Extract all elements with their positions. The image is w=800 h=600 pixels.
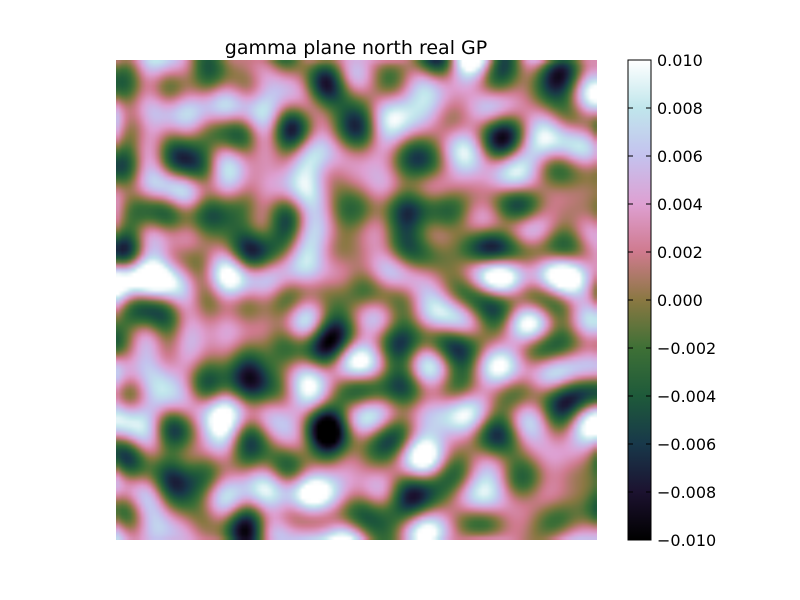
colorbar-tick-label: 0.010 xyxy=(657,51,703,70)
colorbar: 0.010 0.008 0.006 0.004 0.002 0.000 −0.002 −0.0… xyxy=(627,51,716,550)
colorbar-tick-label: 0.004 xyxy=(657,195,703,214)
colorbar-tick-label: 0.006 xyxy=(657,147,703,166)
colorbar-tick-label: −0.004 xyxy=(657,387,716,406)
colorbar-tick-label: 0.002 xyxy=(657,243,703,262)
colorbar-tick-label: −0.002 xyxy=(657,339,716,358)
colorbar-tick-label: −0.010 xyxy=(657,531,716,550)
colorbar-tick-label: 0.008 xyxy=(657,99,703,118)
colorbar-tick-label: 0.000 xyxy=(657,291,703,310)
colorbar-tick-label: −0.006 xyxy=(657,435,716,454)
heatmap-image xyxy=(116,60,597,540)
chart-title: gamma plane north real GP xyxy=(225,37,487,59)
colorbar-tick-label: −0.008 xyxy=(657,483,716,502)
colorbar-ticks: 0.010 0.008 0.006 0.004 0.002 0.000 −0.002 −0.0… xyxy=(628,51,716,550)
colorbar-gradient xyxy=(628,60,651,540)
heatmap-plot xyxy=(116,60,597,540)
